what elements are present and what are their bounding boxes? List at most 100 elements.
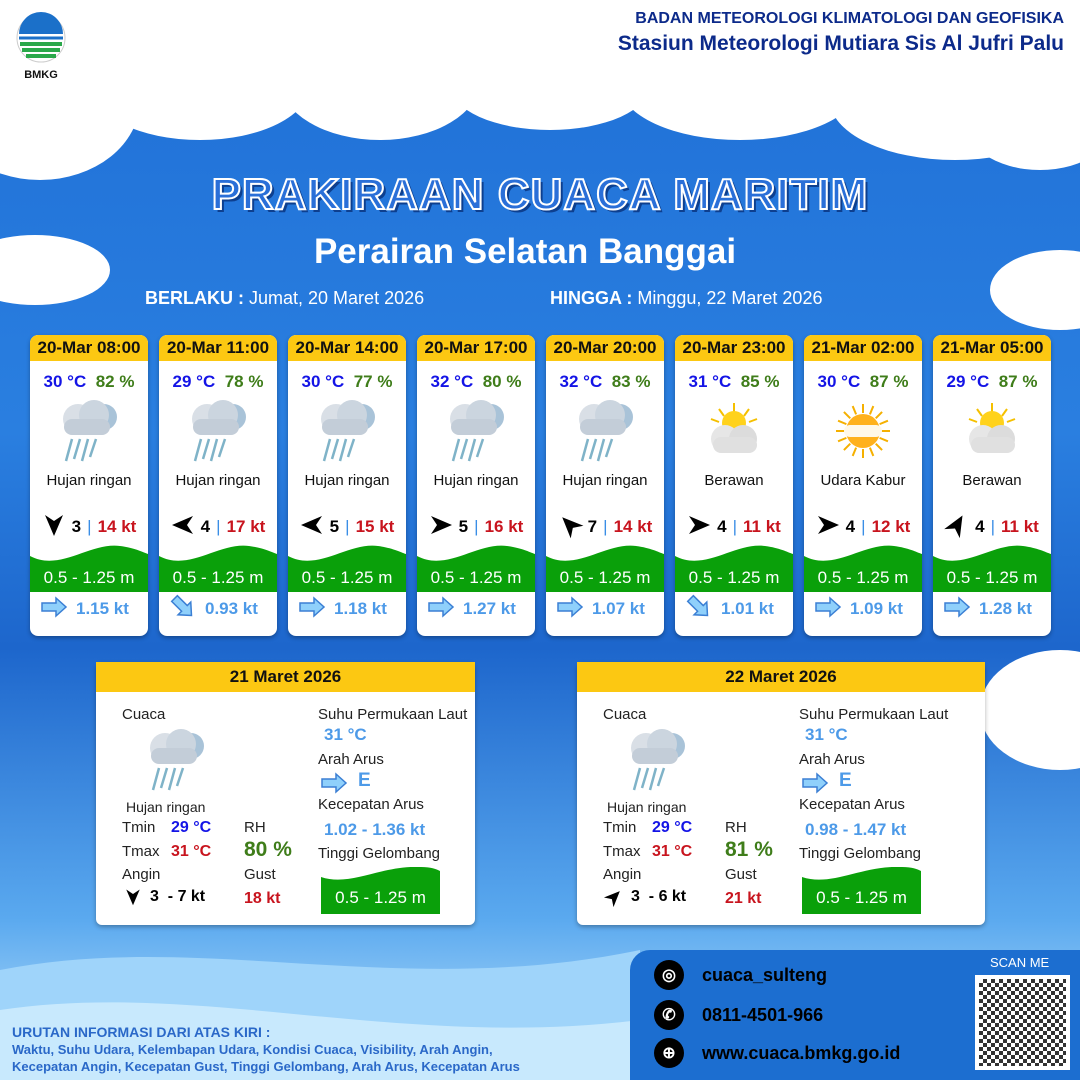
label-tmax: Tmax: [122, 843, 160, 860]
gust-speed: 14 kt: [97, 517, 137, 536]
daily-gust: 18 kt: [244, 890, 281, 907]
daily-current-direction: E: [839, 770, 852, 791]
info-order-note: URUTAN INFORMASI DARI ATAS KIRI : Waktu,…: [12, 1024, 520, 1074]
wind-direction-icon: [603, 888, 623, 911]
weather-condition: Udara Kabur: [820, 472, 906, 489]
logo-text: BMKG: [24, 69, 58, 81]
wind-speed: 5: [329, 517, 340, 536]
current-speed: 1.15 kt: [76, 599, 129, 618]
page-title: PRAKIRAAN CUACA MARITIM: [211, 169, 869, 220]
wind-direction-icon: [429, 513, 453, 542]
forecast-card: 20-Mar 20:00 32 °C 83 % Hujan ringan 7 | 1…: [546, 335, 664, 636]
temperature: 29 °C: [172, 372, 216, 391]
wave-height: 0.5 - 1.25 m: [288, 542, 406, 592]
valid-from: BERLAKU : Jumat, 20 Maret 2026: [145, 288, 425, 308]
wind-direction-icon: [124, 888, 142, 911]
temperature: 30 °C: [817, 372, 861, 391]
daily-rh: 81 %: [725, 838, 773, 861]
label-gust: Gust: [725, 866, 757, 883]
daily-sst: 31 °C: [324, 725, 367, 744]
temperature: 31 °C: [688, 372, 732, 391]
daily-wind: 3 - 7 kt: [150, 888, 206, 905]
gust-speed: 16 kt: [484, 517, 524, 536]
humidity: 78 %: [224, 372, 264, 391]
daily-summary-card: 21 Maret 2026 Cuaca Hujan ringan Tmin 29…: [96, 662, 475, 925]
humidity: 85 %: [740, 372, 780, 391]
scan-label: SCAN ME: [990, 955, 1050, 970]
label-tmin: Tmin: [122, 819, 156, 836]
current-direction-icon: [169, 594, 197, 623]
daily-wind: 3 - 6 kt: [631, 888, 687, 905]
label-wave-height: Tinggi Gelombang: [318, 845, 441, 862]
forecast-card: 20-Mar 08:00 30 °C 82 % Hujan ringan 3 | 1…: [30, 335, 148, 636]
cloudy-icon: [933, 396, 1051, 466]
current-direction-icon: [943, 595, 971, 623]
label-tmin: Tmin: [603, 819, 637, 836]
daily-sst: 31 °C: [805, 725, 848, 744]
label-current-direction: Arah Arus: [799, 751, 865, 768]
label-tmax: Tmax: [603, 843, 641, 860]
daily-rh: 80 %: [244, 838, 292, 861]
temperature: 32 °C: [559, 372, 603, 391]
forecast-card: 20-Mar 23:00 31 °C 85 % Berawan 4 | 11 kt …: [675, 335, 793, 636]
wind-direction-icon: [944, 513, 969, 542]
current-direction-icon: [685, 594, 713, 623]
current-speed: 0.93 kt: [205, 599, 258, 618]
weather-condition: Hujan ringan: [175, 472, 261, 489]
instagram-icon: ◎: [654, 960, 684, 990]
current-speed: 1.09 kt: [850, 599, 903, 618]
daily-current-speed: 0.98 - 1.47 kt: [805, 820, 907, 839]
rain-icon: [622, 726, 692, 799]
wind-direction-icon: [558, 513, 584, 542]
forecast-time: 20-Mar 17:00: [417, 335, 535, 361]
label-rh: RH: [725, 819, 747, 836]
label-cuaca: Cuaca: [603, 706, 647, 723]
haze-icon: [804, 396, 922, 466]
valid-to: HINGGA : Minggu, 22 Maret 2026: [550, 288, 823, 308]
temperature: 30 °C: [301, 372, 345, 391]
label-sst: Suhu Permukaan Laut: [318, 706, 468, 723]
label-sst: Suhu Permukaan Laut: [799, 706, 949, 723]
forecast-time: 20-Mar 23:00: [675, 335, 793, 361]
forecast-time: 21-Mar 05:00: [933, 335, 1051, 361]
daily-wave-height: 0.5 - 1.25 m: [802, 867, 921, 914]
forecast-card: 21-Mar 02:00 30 °C 87 % Udara Kabur 4 | 12…: [804, 335, 922, 636]
current-direction-icon: [814, 595, 842, 623]
wave-height: 0.5 - 1.25 m: [159, 542, 277, 592]
forecast-card: 20-Mar 17:00 32 °C 80 % Hujan ringan 5 | 1…: [417, 335, 535, 636]
daily-condition: Hujan ringan: [607, 799, 687, 815]
gust-speed: 11 kt: [1001, 517, 1039, 536]
qr-code[interactable]: [975, 975, 1070, 1070]
weather-condition: Berawan: [704, 472, 764, 489]
current-speed: 1.28 kt: [979, 599, 1032, 618]
rain-icon: [417, 396, 535, 466]
current-direction-icon: [427, 595, 455, 623]
rain-icon: [546, 396, 664, 466]
current-direction-icon: [320, 772, 348, 799]
instagram-link[interactable]: ◎ cuaca_sulteng: [654, 960, 827, 990]
gust-speed: 12 kt: [871, 517, 911, 536]
gust-speed: 15 kt: [355, 517, 395, 536]
cloudy-icon: [675, 396, 793, 466]
wave-height: 0.5 - 1.25 m: [417, 542, 535, 592]
humidity: 83 %: [611, 372, 651, 391]
gust-speed: 11 kt: [743, 517, 781, 536]
wind-speed: 4: [845, 517, 856, 536]
weather-condition: Hujan ringan: [433, 472, 519, 489]
wave-height: 0.5 - 1.25 m: [546, 542, 664, 592]
current-speed: 1.07 kt: [592, 599, 645, 618]
rain-icon: [288, 396, 406, 466]
website-link[interactable]: ⊕ www.cuaca.bmkg.go.id: [654, 1038, 900, 1068]
temperature: 30 °C: [43, 372, 87, 391]
wind-speed: 4: [717, 517, 727, 536]
wind-direction-icon: [171, 513, 195, 542]
wind-speed: 4: [200, 517, 211, 536]
gust-speed: 17 kt: [226, 517, 266, 536]
daily-wave-height: 0.5 - 1.25 m: [321, 867, 440, 914]
weather-condition: Berawan: [962, 472, 1022, 489]
daily-date: 22 Maret 2026: [577, 662, 985, 692]
phone-link[interactable]: ✆ 0811-4501-966: [654, 1000, 823, 1030]
daily-tmin: 29 °C: [171, 819, 212, 836]
daily-tmax: 31 °C: [652, 843, 693, 860]
globe-icon: ⊕: [654, 1038, 684, 1068]
